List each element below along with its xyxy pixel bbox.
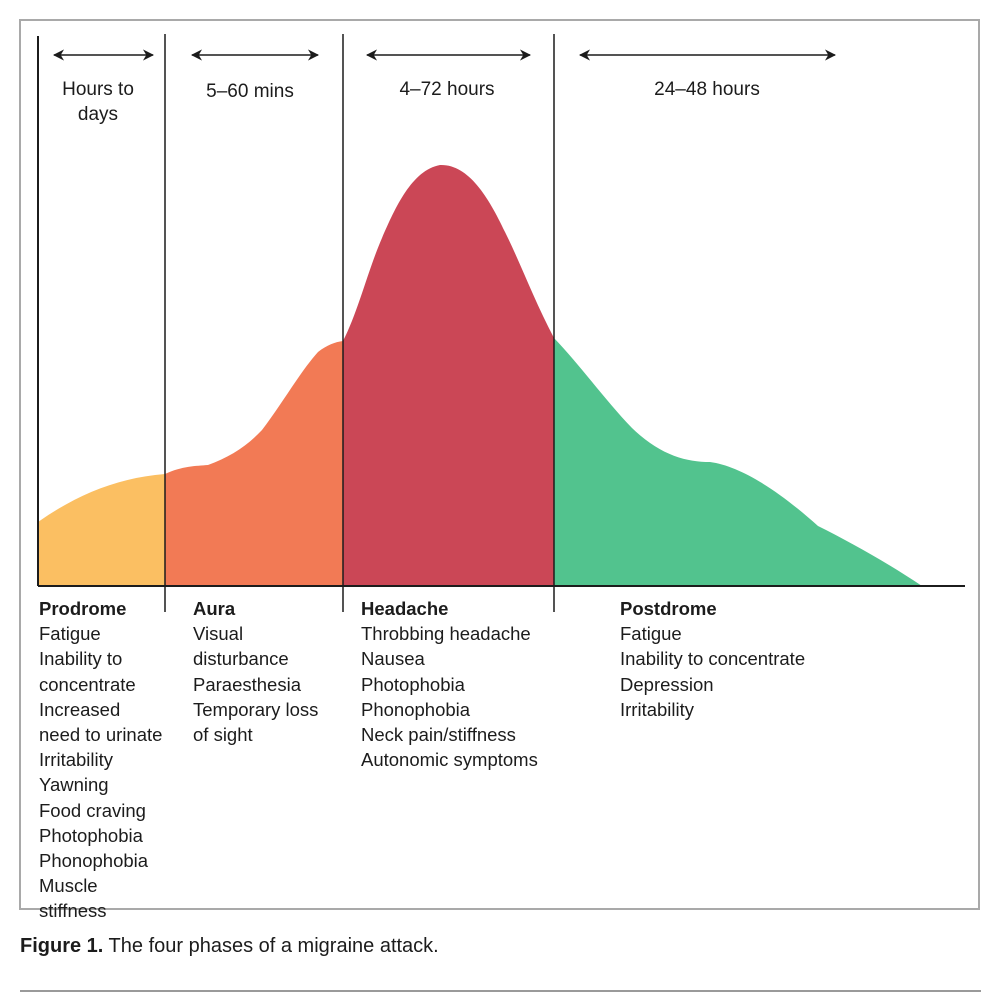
symptom-item: Yawning	[39, 774, 109, 796]
symptom-item: Inability to concentrate	[620, 648, 806, 670]
postdrome-area	[554, 338, 922, 586]
caption-text: The four phases of a migraine attack.	[103, 935, 439, 957]
symptom-item: Visual disturbance	[193, 623, 289, 670]
symptom-item: Photophobia	[361, 673, 465, 695]
symptom-item: Irritability	[39, 749, 114, 771]
bottom-rule	[20, 990, 981, 992]
symptom-list-aura: Visual disturbance Paraesthesia Temporary …	[193, 621, 343, 747]
phase-title-prodrome: Prodrome	[39, 598, 127, 619]
symptom-item: Fatigue	[620, 623, 682, 645]
phase-prodrome: Prodrome Fatigue Inability to concentrate…	[39, 596, 164, 924]
symptom-item: Throbbing headache	[361, 623, 531, 645]
symptom-item: Muscle stiffness	[39, 875, 107, 922]
phase-title-aura: Aura	[193, 598, 236, 619]
symptom-item: Increased need to urinate	[39, 698, 163, 746]
duration-label-postdrome: 24–48 hours	[654, 79, 760, 100]
figure-caption: Figure 1. The four phases of a migraine …	[20, 933, 439, 959]
phase-headache: Headache Throbbing headache Nausea Photoph…	[361, 596, 561, 772]
phase-title-postdrome: Postdrome	[620, 598, 717, 619]
caption-label: Figure 1.	[20, 935, 104, 957]
phase-aura: Aura Visual disturbance Paraesthesia Tempo…	[193, 596, 343, 747]
headache-area	[343, 164, 554, 586]
duration-label-headache: 4–72 hours	[399, 79, 495, 100]
duration-label-prodrome: Hours to days	[62, 79, 134, 125]
symptom-item: Temporary loss of sight	[193, 698, 319, 746]
symptom-item: Phonophobia	[361, 698, 471, 720]
aura-area	[165, 341, 343, 586]
figure-frame	[19, 19, 980, 910]
symptom-item: Inability to concentrate	[39, 648, 136, 695]
symptom-list-postdrome: Fatigue Inability to concentrate Depressio…	[620, 621, 860, 722]
symptom-item: Neck pain/stiffness	[361, 724, 516, 746]
prodrome-area	[38, 474, 165, 586]
duration-label-aura: 5–60 mins	[206, 81, 294, 102]
symptom-list-headache: Throbbing headache Nausea Photophobia Phono…	[361, 621, 561, 772]
phase-postdrome: Postdrome Fatigue Inability to concentrat…	[620, 596, 860, 722]
symptom-item: Nausea	[361, 648, 425, 670]
phase-title-headache: Headache	[361, 598, 449, 619]
symptom-item: Autonomic symptoms	[361, 749, 538, 771]
symptom-item: Paraesthesia	[193, 673, 301, 695]
symptom-item: Phonophobia	[39, 850, 149, 872]
symptom-item: Photophobia	[39, 824, 143, 846]
symptom-item: Irritability	[620, 698, 695, 720]
symptom-list-prodrome: Fatigue Inability to concentrate Increased…	[39, 621, 164, 923]
symptom-item: Fatigue	[39, 623, 101, 645]
symptom-item: Food craving	[39, 799, 146, 821]
symptom-item: Depression	[620, 673, 714, 695]
